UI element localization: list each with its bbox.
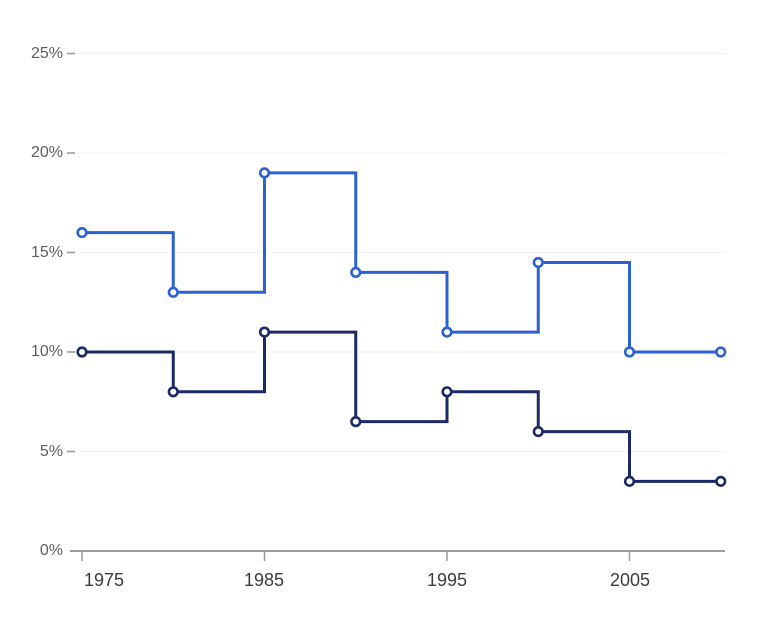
data-point-marker-upper-light-blue-series: [623, 346, 636, 358]
y-axis-tick-label-5: 5%: [39, 443, 63, 460]
data-point-marker-upper-light-blue-series: [76, 227, 88, 239]
y-axis-tick-label-15: 15%: [30, 244, 63, 261]
x-axis-tick-label-1985: 1985: [243, 570, 285, 590]
y-axis-tick-label-10: 10%: [30, 343, 63, 360]
data-point-marker-upper-light-blue-series: [258, 167, 271, 179]
x-axis-tick-label-1975: 1975: [83, 570, 125, 590]
y-axis-tick-label-20: 20%: [30, 144, 63, 161]
data-point-marker-lower-dark-navy-series: [350, 416, 362, 428]
series-path-lower-dark-navy-series: [82, 330, 721, 483]
data-point-marker-lower-dark-navy-series: [532, 426, 544, 438]
data-point-marker-lower-dark-navy-series: [715, 475, 727, 487]
y-axis-tick-label-25: 25%: [30, 45, 63, 62]
data-point-marker-upper-light-blue-series: [167, 286, 179, 298]
data-point-marker-upper-light-blue-series: [350, 266, 362, 279]
data-point-marker-lower-dark-navy-series: [167, 386, 179, 398]
data-point-marker-lower-dark-navy-series: [623, 475, 636, 487]
data-point-marker-lower-dark-navy-series: [441, 386, 453, 398]
data-point-marker-upper-light-blue-series: [441, 326, 453, 338]
x-axis-tick-label-1995: 1995: [426, 570, 468, 590]
series-path-upper-light-blue-series: [82, 171, 721, 354]
x-axis-tick-label-2005: 2005: [609, 570, 651, 590]
y-axis-tick-label-0: 0%: [39, 542, 63, 559]
data-point-marker-upper-light-blue-series: [532, 256, 544, 269]
data-point-marker-lower-dark-navy-series: [258, 326, 271, 338]
data-point-marker-lower-dark-navy-series: [76, 346, 88, 358]
data-point-marker-upper-light-blue-series: [715, 346, 727, 358]
